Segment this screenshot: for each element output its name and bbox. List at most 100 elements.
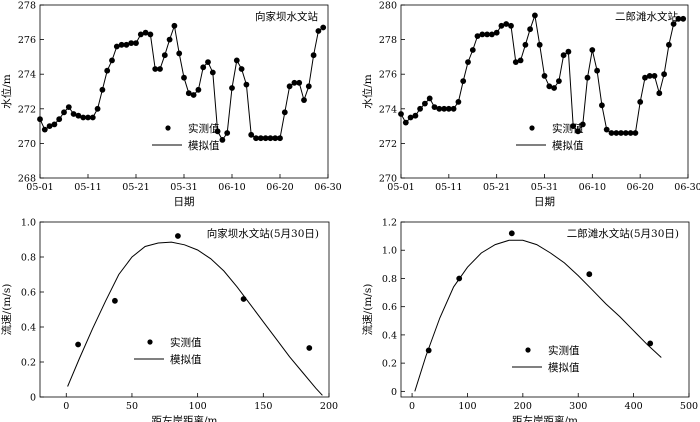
- observed-point: [190, 92, 197, 98]
- observed-point: [613, 130, 620, 136]
- observed-point: [642, 74, 648, 81]
- x-axis-label: 日期: [534, 196, 555, 208]
- observed-point: [575, 128, 581, 135]
- observed-point: [436, 105, 443, 112]
- y-tick-label: 1.0: [21, 218, 36, 229]
- observed-point: [281, 109, 288, 116]
- x-tick-label: 0: [409, 401, 415, 412]
- observed-point: [622, 130, 629, 136]
- legend-observed-label: 实测值: [188, 122, 220, 135]
- observed-point: [65, 104, 72, 110]
- observed-point: [176, 50, 183, 57]
- observed-point: [651, 73, 658, 79]
- x-tick-label: 100: [458, 401, 476, 412]
- observed-point: [253, 135, 259, 142]
- observed-point: [503, 21, 510, 27]
- observed-point: [142, 29, 149, 36]
- x-tick-label: 06-30: [674, 182, 700, 193]
- observed-point: [133, 40, 139, 46]
- simulated-series-line: [414, 239, 662, 392]
- observed-point: [37, 116, 43, 123]
- observed-point: [99, 86, 106, 93]
- observed-point: [301, 97, 307, 103]
- legend-observed-marker: [525, 347, 531, 353]
- observed-point: [233, 57, 240, 64]
- observed-point: [603, 126, 610, 133]
- y-axis-label: 流速/(m/s): [361, 284, 374, 336]
- observed-point: [551, 85, 557, 91]
- observed-point: [541, 73, 548, 79]
- observed-point: [112, 297, 118, 304]
- observed-point: [508, 230, 515, 237]
- x-tick-label: 06-20: [266, 182, 293, 193]
- observed-point: [85, 114, 91, 121]
- x-tick-label: 300: [569, 401, 587, 412]
- observed-point: [536, 41, 543, 48]
- observed-point: [320, 24, 327, 31]
- observed-point: [465, 59, 471, 65]
- water-level-chart-xiangjiaba: 05-01 05-11 05-21 05-31 06-10 06-20 06-30 268 27…: [0, 1, 342, 209]
- observed-point: [238, 66, 245, 72]
- observed-point: [532, 12, 538, 19]
- y-tick-label: 0.4: [21, 323, 36, 334]
- observed-point: [441, 105, 447, 112]
- observed-point: [262, 135, 269, 142]
- observed-point: [157, 66, 163, 72]
- observed-point: [113, 43, 120, 50]
- x-tick-label: 05-31: [531, 182, 558, 193]
- observed-point: [224, 130, 231, 136]
- y-tick-label: 280: [379, 1, 397, 12]
- observed-point: [608, 130, 615, 136]
- observed-point: [398, 111, 404, 117]
- observed-point: [181, 74, 187, 81]
- observed-point: [489, 31, 495, 38]
- chart-title: 向家坝水文站(5月30日): [207, 227, 319, 240]
- x-tick-label: 06-10: [218, 182, 245, 193]
- observed-point: [147, 31, 154, 38]
- legend-simulated-label: 模拟值: [170, 353, 202, 366]
- observed-point: [243, 81, 250, 88]
- y-tick-label: 268: [18, 174, 36, 185]
- x-tick-label: 06-10: [579, 182, 606, 193]
- observed-point: [647, 340, 654, 347]
- observed-point: [425, 347, 432, 354]
- observed-point: [61, 109, 67, 116]
- x-tick-label: 500: [680, 401, 698, 412]
- observed-point: [469, 47, 476, 53]
- x-axis-label: 日期: [174, 196, 195, 208]
- observed-point: [286, 83, 293, 90]
- observed-point: [456, 275, 463, 282]
- observed-point: [118, 41, 125, 48]
- observed-point: [656, 90, 663, 97]
- y-tick-label: 0.8: [382, 274, 397, 285]
- observed-point: [546, 83, 553, 90]
- observed-point: [670, 21, 677, 27]
- chart-title: 二郎滩水文站(5月30日): [567, 227, 679, 240]
- x-tick-label: 100: [189, 401, 207, 412]
- observed-point: [214, 128, 221, 135]
- observed-point: [104, 67, 111, 74]
- observed-point: [200, 64, 207, 71]
- observed-point: [41, 126, 48, 133]
- y-tick-label: 0.6: [382, 302, 397, 313]
- legend-simulated-label: 模拟值: [548, 361, 580, 374]
- y-tick-label: 0: [30, 393, 36, 404]
- y-tick-label: 272: [18, 104, 36, 115]
- x-tick-label: 05-11: [435, 182, 462, 193]
- observed-point: [51, 121, 58, 128]
- observed-point: [556, 78, 562, 84]
- y-tick-label: 0.8: [21, 253, 36, 264]
- observed-point: [474, 33, 481, 39]
- y-tick-label: 276: [379, 70, 397, 81]
- observed-point: [229, 85, 235, 91]
- legend-observed-label: 实测值: [548, 344, 580, 357]
- observed-point: [109, 57, 115, 64]
- observed-point: [666, 41, 672, 48]
- x-tick-label: 05-21: [122, 182, 149, 193]
- observed-point: [306, 345, 313, 351]
- observed-point: [175, 233, 181, 239]
- simulated-series-line: [67, 241, 323, 396]
- observed-point: [618, 130, 624, 136]
- y-axis-label: 水位/m: [0, 74, 13, 109]
